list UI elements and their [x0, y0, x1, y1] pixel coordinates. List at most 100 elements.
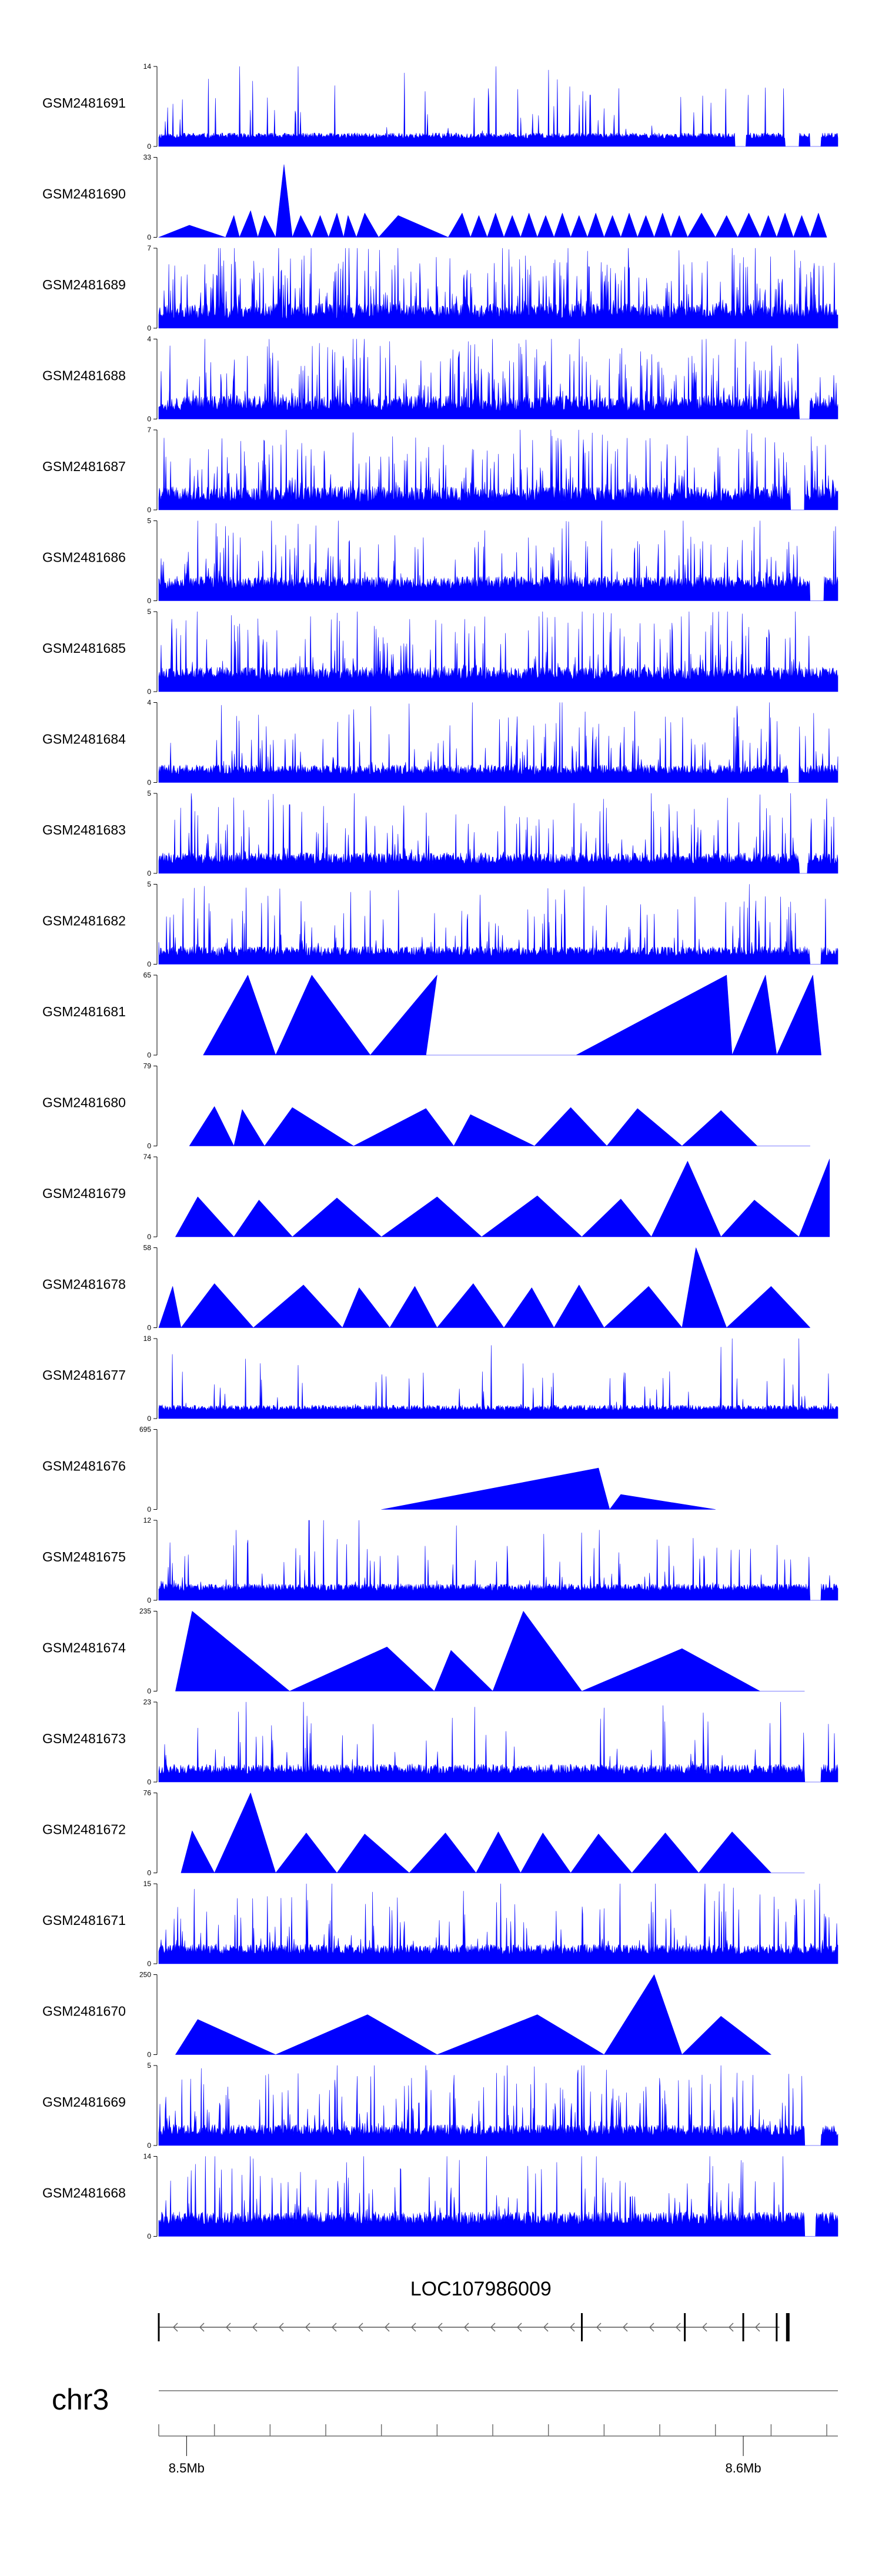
y-axis-max-label: 23	[143, 1698, 152, 1706]
track-label: GSM2481673	[42, 1731, 126, 1746]
y-axis-min-label: 0	[147, 1142, 151, 1150]
signal-area	[158, 248, 838, 329]
y-axis-max-label: 235	[139, 1607, 151, 1616]
signal-area	[158, 1520, 838, 1601]
strand-arrow	[596, 2323, 602, 2332]
signal-area	[158, 2156, 838, 2237]
y-axis-max-label: 4	[147, 335, 151, 343]
signal-area	[158, 1338, 838, 1419]
y-axis-min-label: 0	[147, 869, 151, 877]
strand-arrow	[490, 2323, 496, 2332]
y-axis-min-label: 0	[147, 1960, 151, 1968]
strand-arrow	[437, 2323, 443, 2332]
track-label: GSM2481676	[42, 1459, 126, 1474]
y-axis-max-label: 7	[147, 244, 151, 252]
y-axis-min-label: 0	[147, 688, 151, 696]
signal-area	[189, 1106, 810, 1146]
strand-arrow	[543, 2323, 549, 2332]
signal-area	[158, 702, 838, 783]
strand-arrow	[622, 2323, 628, 2332]
track-label: GSM2481682	[42, 913, 126, 929]
track-label: GSM2481671	[42, 1913, 126, 1928]
strand-arrow	[384, 2323, 390, 2332]
axis-position-label: 8.5Mb	[169, 2461, 205, 2475]
y-axis-min-label: 0	[147, 233, 151, 242]
y-axis-max-label: 5	[147, 789, 151, 798]
exon-mark	[742, 2313, 744, 2341]
exon-mark	[786, 2313, 790, 2341]
signal-area	[158, 884, 838, 965]
y-axis-min-label: 0	[147, 506, 151, 514]
axis-position-label: 8.6Mb	[725, 2461, 761, 2475]
signal-area	[158, 339, 838, 419]
y-axis-max-label: 15	[143, 1880, 152, 1888]
signal-area	[158, 2065, 838, 2146]
strand-arrow	[728, 2323, 734, 2332]
track-label: GSM2481684	[42, 732, 126, 747]
signal-area	[158, 429, 838, 510]
y-axis-min-label: 0	[147, 1051, 151, 1059]
y-axis-max-label: 76	[143, 1789, 152, 1797]
signal-area	[175, 1159, 830, 1237]
strand-arrow	[331, 2323, 337, 2332]
signal-area	[158, 611, 838, 692]
strand-arrow	[278, 2323, 284, 2332]
track-label: GSM2481691	[42, 95, 126, 111]
y-axis-max-label: 5	[147, 608, 151, 616]
y-axis-min-label: 0	[147, 1869, 151, 1877]
signal-area	[158, 520, 838, 601]
exon-mark	[776, 2313, 778, 2341]
y-axis-max-label: 14	[143, 62, 152, 71]
y-axis-max-label: 4	[147, 699, 151, 707]
strand-arrow	[516, 2323, 522, 2332]
strand-arrow	[649, 2323, 654, 2332]
y-axis-max-label: 695	[139, 1426, 151, 1434]
signal-area	[158, 66, 838, 147]
y-axis-min-label: 0	[147, 2141, 151, 2150]
strand-arrow	[410, 2323, 416, 2332]
y-axis-min-label: 0	[147, 2233, 151, 2241]
y-axis-max-label: 5	[147, 517, 151, 525]
exon-mark	[684, 2313, 686, 2341]
signal-area	[158, 1247, 810, 1328]
y-axis-min-label: 0	[147, 2051, 151, 2059]
track-label: GSM2481668	[42, 2185, 126, 2201]
y-axis-min-label: 0	[147, 324, 151, 332]
y-axis-min-label: 0	[147, 597, 151, 605]
y-axis-max-label: 5	[147, 880, 151, 889]
strand-arrow	[754, 2323, 760, 2332]
y-axis-min-label: 0	[147, 1233, 151, 1241]
track-label: GSM2481688	[42, 368, 126, 383]
track-label: GSM2481687	[42, 459, 126, 474]
signal-area	[203, 975, 821, 1056]
exon-mark	[158, 2313, 160, 2341]
track-label: GSM2481689	[42, 277, 126, 292]
y-axis-min-label: 0	[147, 1324, 151, 1332]
exon-mark	[581, 2313, 583, 2341]
y-axis-min-label: 0	[147, 1506, 151, 1514]
track-label: GSM2481679	[42, 1186, 126, 1201]
signal-area	[181, 1793, 805, 1873]
strand-arrow	[172, 2323, 178, 2332]
signal-area	[175, 1611, 805, 1691]
strand-arrow	[225, 2323, 231, 2332]
track-label: GSM2481683	[42, 822, 126, 837]
y-axis-max-label: 65	[143, 971, 152, 979]
track-label: GSM2481680	[42, 1095, 126, 1110]
y-axis-min-label: 0	[147, 1596, 151, 1604]
track-label: GSM2481672	[42, 1822, 126, 1837]
y-axis-min-label: 0	[147, 142, 151, 151]
strand-arrow	[199, 2323, 205, 2332]
y-axis-min-label: 0	[147, 415, 151, 423]
signal-area	[158, 793, 838, 874]
signal-area	[158, 164, 827, 238]
y-axis-min-label: 0	[147, 1414, 151, 1423]
y-axis-max-label: 5	[147, 2061, 151, 2070]
track-label: GSM2481678	[42, 1277, 126, 1292]
track-label: GSM2481681	[42, 1004, 126, 1019]
track-label: GSM2481669	[42, 2094, 126, 2110]
y-axis-max-label: 14	[143, 2153, 152, 2161]
chromosome-label: chr3	[52, 2383, 109, 2416]
strand-arrow	[569, 2323, 575, 2332]
